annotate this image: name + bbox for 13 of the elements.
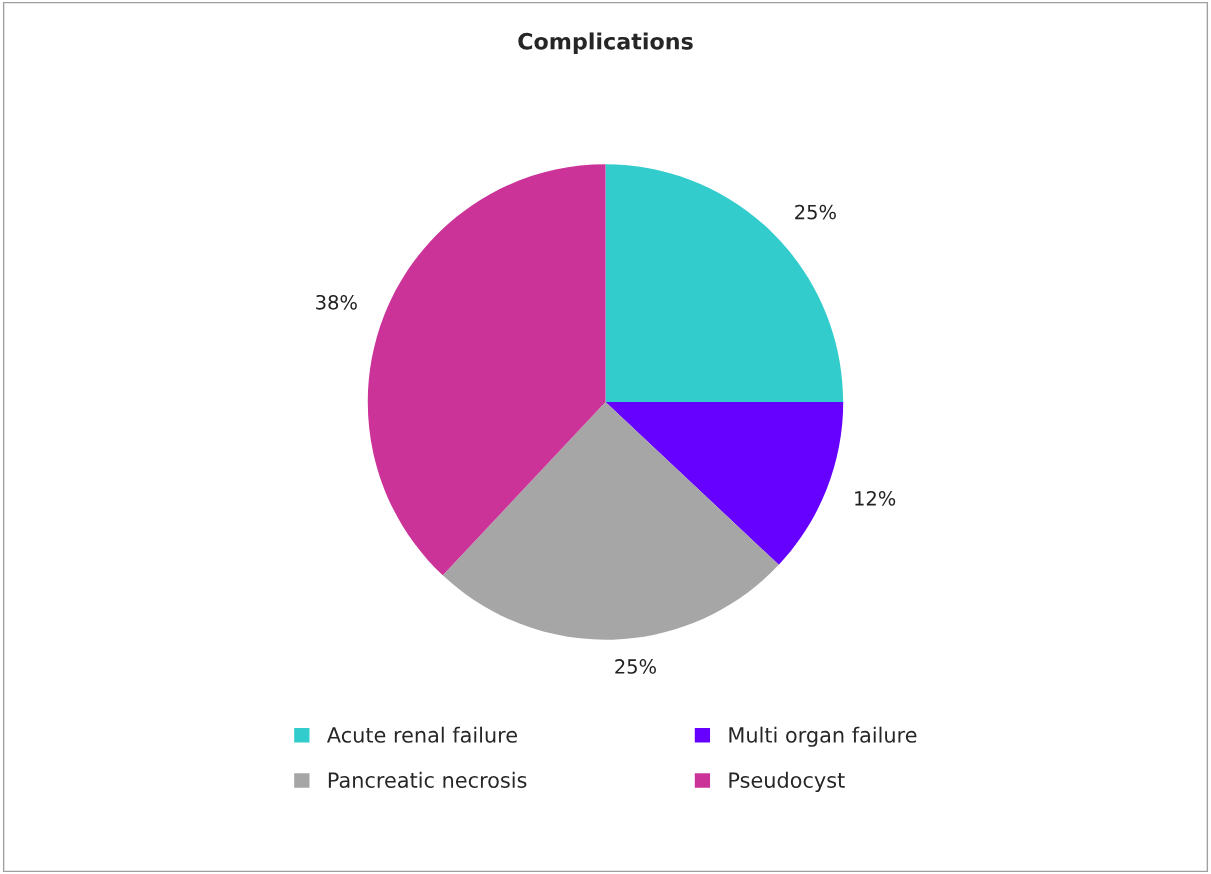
pie-slice: [367, 164, 606, 576]
chart-title: Complications: [518, 32, 693, 54]
legend-label: Acute renal failure: [326, 726, 517, 743]
legend-label: Pseudocyst: [729, 771, 845, 793]
pie-slice: [442, 402, 779, 640]
data-label: 38%: [316, 294, 357, 310]
data-label: 25%: [795, 204, 836, 220]
pie-slice: [605, 402, 844, 565]
data-label: 12%: [855, 490, 896, 506]
legend-label: Pancreatic necrosis: [328, 771, 527, 788]
pie-slice: [605, 164, 844, 403]
legend-label: Multi organ failure: [729, 726, 917, 747]
data-label: 25%: [615, 659, 657, 674]
